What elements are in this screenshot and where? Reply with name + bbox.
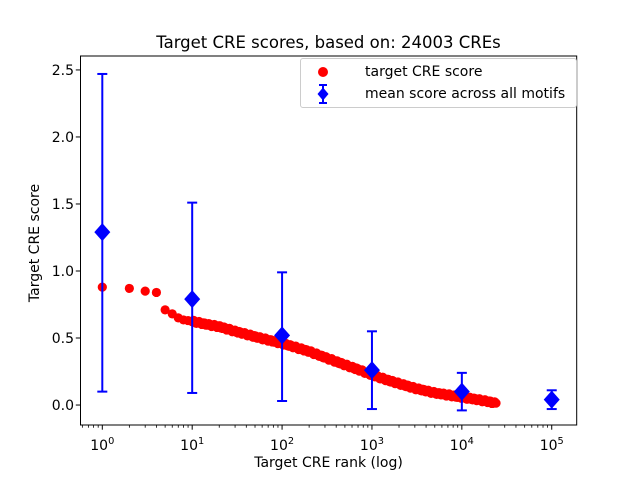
x-axis-label: Target CRE rank (log) bbox=[254, 455, 403, 471]
x-tick-label: 104 bbox=[450, 436, 474, 454]
x-tick-label: 101 bbox=[180, 436, 204, 454]
y-axis-ticks: 0.0 0.5 1.0 1.5 2.0 2.5 bbox=[52, 63, 81, 414]
mean-diamond-marker bbox=[184, 290, 201, 309]
legend-diamond-marker-icon bbox=[301, 83, 345, 105]
mean-diamond-marker bbox=[274, 326, 291, 345]
circle-marker-icon bbox=[318, 67, 328, 77]
mean-diamond-marker bbox=[453, 382, 470, 401]
y-tick-label: 2.5 bbox=[52, 63, 74, 79]
x-tick-label: 102 bbox=[270, 436, 294, 454]
diamond-errorbar-marker-icon bbox=[317, 84, 329, 104]
series-mean-score bbox=[94, 72, 560, 412]
legend-label: target CRE score bbox=[365, 64, 483, 80]
axes-frame bbox=[80, 55, 578, 426]
y-tick-label: 2.0 bbox=[52, 130, 74, 146]
y-tick-label: 1.5 bbox=[52, 197, 74, 213]
legend-entry-mean-score: mean score across all motifs bbox=[301, 83, 572, 105]
mean-diamond-marker bbox=[94, 223, 111, 242]
legend-label: mean score across all motifs bbox=[365, 86, 566, 102]
x-tick-label: 100 bbox=[90, 436, 114, 454]
chart-title: Target CRE scores, based on: 24003 CREs bbox=[156, 33, 501, 52]
x-tick-label: 105 bbox=[540, 436, 564, 454]
legend-circle-marker-icon bbox=[301, 62, 345, 82]
series-target-cre-score bbox=[97, 282, 501, 409]
mean-diamond-marker bbox=[543, 390, 560, 409]
x-axis-ticks: 100 101 102 103 104 105 bbox=[81, 425, 564, 454]
legend-entry-target-cre-score: target CRE score bbox=[301, 61, 572, 83]
mean-diamond-marker bbox=[363, 361, 380, 380]
x-tick-label: 103 bbox=[360, 436, 384, 454]
y-tick-label: 0.0 bbox=[52, 398, 74, 414]
y-tick-label: 0.5 bbox=[52, 331, 74, 347]
legend: target CRE score mean score across all m… bbox=[300, 58, 577, 108]
y-tick-label: 1.0 bbox=[52, 264, 74, 280]
y-axis-label: Target CRE score bbox=[27, 183, 43, 303]
